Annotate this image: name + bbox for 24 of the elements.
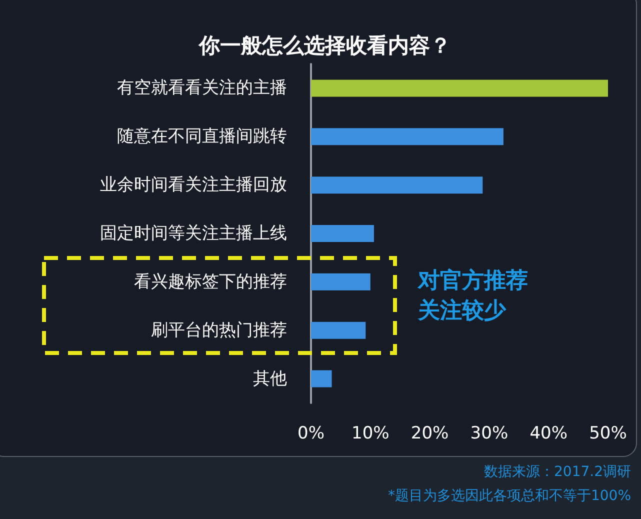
y-tick-label: 有空就看看关注的主播 — [117, 78, 287, 98]
bar — [311, 80, 608, 97]
bar — [311, 128, 504, 146]
x-tick-label: 40% — [530, 424, 568, 444]
text: *题目为多选因此各项总和不等于100% — [388, 487, 631, 505]
x-tick-label: 10% — [352, 424, 390, 444]
y-tick-label: 随意在不同直播间跳转 — [117, 126, 287, 147]
y-tick-label: 其他 — [253, 368, 287, 389]
y-tick-label: 业余时间看关注主播回放 — [100, 175, 287, 196]
bar — [311, 273, 370, 290]
annotation: 对官方推荐关注较少 — [417, 268, 528, 324]
bar — [311, 176, 483, 194]
y-tick-label: 看兴趣标签下的推荐 — [134, 272, 287, 292]
source-note: 数据来源：2017.2调研 — [484, 463, 631, 481]
bar — [311, 225, 374, 242]
chart-title: 你一般怎么选择收看内容？ — [198, 34, 451, 58]
y-tick-label: 固定时间等关注主播上线 — [100, 224, 287, 244]
x-tick-label: 30% — [470, 424, 508, 444]
x-tick-label: 50% — [589, 424, 627, 444]
bar — [311, 370, 332, 388]
x-tick-label: 0% — [298, 424, 324, 444]
bar — [311, 322, 366, 339]
y-tick-label: 刷平台的热门推荐 — [151, 320, 287, 340]
x-tick-label: 20% — [410, 424, 449, 444]
